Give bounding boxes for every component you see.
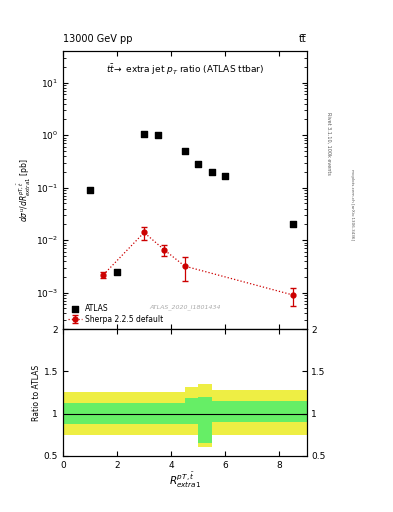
ATLAS — [114, 268, 120, 276]
Y-axis label: $d\sigma^{u}/dR^{pT,\bar{t}}_{extra1}$ [pb]: $d\sigma^{u}/dR^{pT,\bar{t}}_{extra1}$ [… — [16, 159, 33, 222]
ATLAS — [141, 130, 147, 138]
Text: Rivet 3.1.10, 100k events: Rivet 3.1.10, 100k events — [326, 112, 331, 175]
ATLAS — [154, 131, 161, 139]
Text: $t\bar{t}\!\rightarrow$ extra jet $p_T$ ratio (ATLAS ttbar): $t\bar{t}\!\rightarrow$ extra jet $p_T$ … — [106, 62, 264, 77]
Y-axis label: Ratio to ATLAS: Ratio to ATLAS — [32, 365, 41, 420]
X-axis label: $R^{pT,\bar{t}}_{extra1}$: $R^{pT,\bar{t}}_{extra1}$ — [169, 471, 201, 490]
Text: 13000 GeV pp: 13000 GeV pp — [63, 33, 132, 44]
Text: tt̅: tt̅ — [299, 33, 307, 44]
ATLAS — [182, 147, 188, 155]
Bar — [63, 393, 185, 435]
Bar — [212, 401, 307, 422]
Bar — [212, 390, 307, 435]
ATLAS — [222, 172, 228, 180]
Bar — [185, 398, 198, 423]
Legend: ATLAS, Sherpa 2.2.5 default: ATLAS, Sherpa 2.2.5 default — [67, 303, 165, 326]
ATLAS — [195, 160, 201, 168]
Text: mcplots.cern.ch [arXiv:1306.3436]: mcplots.cern.ch [arXiv:1306.3436] — [350, 169, 354, 240]
Bar — [63, 403, 185, 423]
ATLAS — [290, 220, 296, 228]
Bar — [198, 384, 212, 447]
Bar — [198, 397, 212, 443]
ATLAS — [209, 168, 215, 176]
Bar — [185, 387, 198, 435]
ATLAS — [87, 186, 93, 194]
Text: ATLAS_2020_I1801434: ATLAS_2020_I1801434 — [149, 304, 220, 310]
